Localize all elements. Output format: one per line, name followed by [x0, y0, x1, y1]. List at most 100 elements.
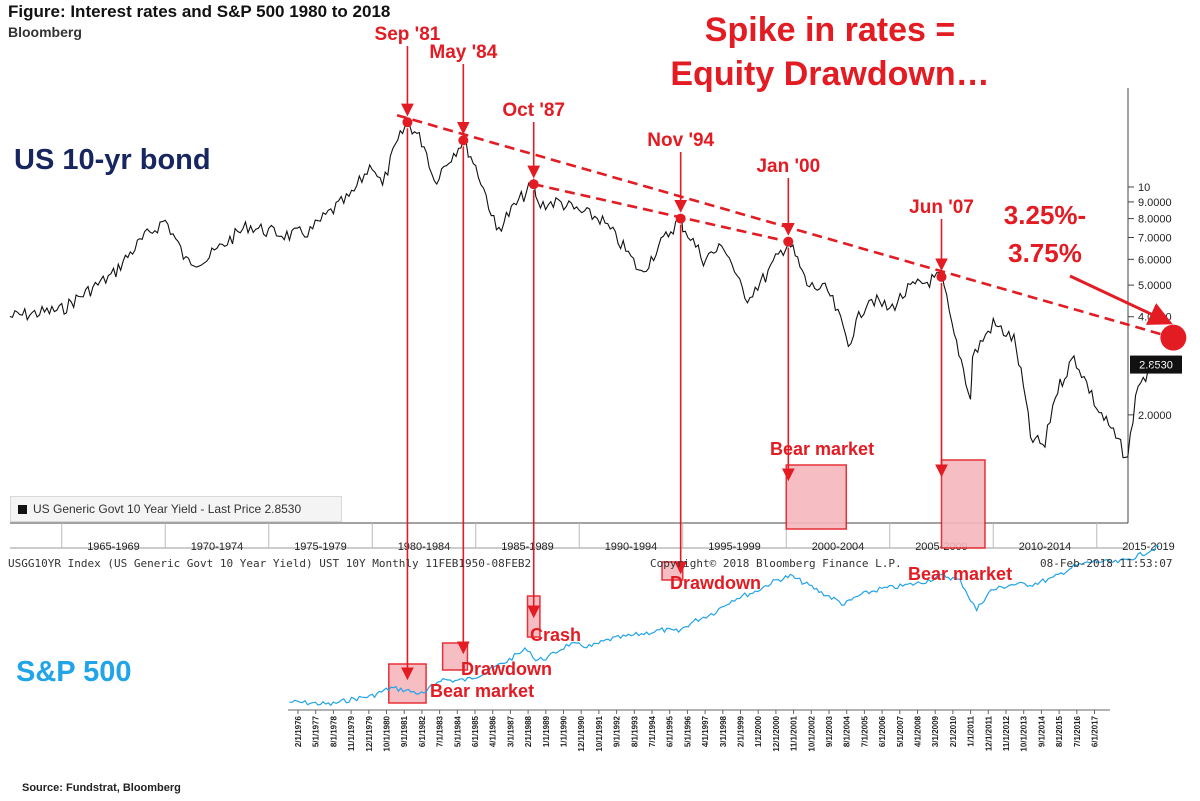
peak-marker [458, 135, 469, 146]
sp-x-tick-label: 7/1/2016 [1073, 715, 1082, 747]
sp-x-tick-label: 5/1/1996 [683, 715, 692, 747]
headline-callout: Spike in rates = Equity Drawdown… [650, 8, 1010, 96]
sp-x-tick-label: 9/1/1992 [613, 715, 622, 747]
period-label: 2010-2014 [1019, 541, 1072, 553]
sp-x-tick-label: 2/1/2010 [949, 715, 958, 747]
figure-subtitle: Bloomberg [8, 24, 82, 40]
period-label: 1995-1999 [708, 541, 761, 553]
bond-y-tick-label: 2.0000 [1138, 410, 1172, 422]
period-label: 1980-1984 [398, 541, 451, 553]
sp-x-tick-label: 1/1/2000 [754, 715, 763, 747]
sp-x-tick-label: 1/1/1989 [542, 715, 551, 747]
event-label: Crash [530, 625, 581, 645]
sp-x-tick-label: 2/1/1988 [524, 715, 533, 747]
peak-marker [936, 271, 947, 282]
sp-x-tick-label: 4/1/1997 [701, 715, 710, 747]
sp-x-tick-label: 10/1/1991 [595, 715, 604, 751]
event-label: Bear market [770, 439, 874, 459]
sp-x-tick-label: 6/1/2006 [878, 715, 887, 747]
peak-label: May '84 [429, 42, 497, 63]
peak-label: Sep '81 [375, 24, 441, 45]
sp-x-tick-label: 5/1/1977 [312, 715, 321, 747]
bond-yield-line [9, 119, 1162, 459]
sp-x-tick-label: 7/1/1983 [436, 715, 445, 747]
trend-line-main [396, 113, 1174, 339]
period-label: 2015-2019 [1122, 541, 1175, 553]
peak-marker [402, 117, 413, 128]
sp-x-tick-label: 8/1/1978 [329, 715, 338, 747]
last-price-label: 2.8530 [1139, 360, 1173, 372]
footer-index-info: USGG10YR Index (US Generic Govt 10 Year … [8, 557, 532, 570]
period-label: 1975-1979 [294, 541, 347, 553]
target-line2: 3.75% [1008, 238, 1082, 268]
sp-x-tick-label: 7/1/1994 [648, 715, 657, 747]
sp-panel-label: S&P 500 [16, 656, 132, 688]
bond-y-tick-label: 9.0000 [1138, 197, 1172, 209]
period-label: 2000-2004 [812, 541, 865, 553]
headline-line1: Spike in rates = [704, 11, 956, 49]
sp-x-tick-label: 3/1/1987 [506, 715, 515, 747]
sp-event-highlight [785, 464, 848, 530]
period-label: 1985-1989 [501, 541, 554, 553]
footer-copyright: Copyright© 2018 Bloomberg Finance L.P. [650, 557, 902, 570]
sp-x-tick-label: 6/1/1982 [418, 715, 427, 747]
sp-x-tick-label: 11/1/2001 [790, 715, 799, 751]
period-label: 1970-1974 [191, 541, 244, 553]
sp-x-tick-label: 5/1/2007 [896, 715, 905, 747]
sp-event-highlight [940, 459, 986, 549]
bond-panel-label: US 10-yr bond [14, 144, 211, 176]
sp-x-tick-label: 10/1/2013 [1020, 715, 1029, 751]
bond-y-tick-label: 6.0000 [1138, 254, 1172, 266]
bond-y-tick-label: 10 [1138, 182, 1150, 194]
sp-x-tick-label: 3/1/2009 [931, 715, 940, 747]
sp-x-tick-label: 12/1/2011 [984, 715, 993, 751]
peak-label: Jun '07 [909, 197, 974, 218]
legend-swatch [18, 505, 27, 514]
sp-x-tick-label: 11/1/1979 [347, 715, 356, 751]
sp-x-tick-label: 4/1/1986 [489, 715, 498, 747]
projection-arrow [1069, 274, 1173, 325]
peak-label: Oct '87 [502, 100, 565, 121]
event-label: Bear market [430, 681, 534, 701]
target-line1: 3.25%- [1003, 200, 1087, 230]
legend-box: US Generic Govt 10 Year Yield - Last Pri… [10, 496, 342, 522]
sp-x-tick-label: 6/1/2017 [1091, 715, 1100, 747]
bond-y-tick-label: 8.0000 [1138, 214, 1172, 226]
sp-x-tick-label: 3/1/1998 [719, 715, 728, 747]
figure-title: Figure: Interest rates and S&P 500 1980 … [8, 2, 391, 21]
headline-line2: Equity Drawdown… [670, 55, 990, 93]
sp-x-tick-label: 4/1/2008 [914, 715, 923, 747]
event-label: Drawdown [461, 659, 552, 679]
source-note: Source: Fundstrat, Bloomberg [22, 782, 181, 794]
trend-line-secondary [533, 182, 789, 243]
sp-x-tick-label: 12/1/2000 [772, 715, 781, 751]
bond-y-tick-label: 5.0000 [1138, 280, 1172, 292]
period-label: 1990-1994 [605, 541, 658, 553]
last-price-box [1130, 355, 1182, 374]
sp-x-tick-label: 11/1/2012 [1002, 715, 1011, 751]
target-range-callout: 3.25%- 3.75% [985, 196, 1105, 272]
event-label: Bear market [908, 564, 1012, 584]
sp-x-tick-label: 9/1/2003 [825, 715, 834, 747]
sp-x-tick-label: 12/1/1979 [365, 715, 374, 751]
sp500-line [289, 544, 1160, 707]
sp-x-tick-label: 1/1/2011 [967, 715, 976, 746]
bond-y-tick-label: 7.0000 [1138, 232, 1172, 244]
sp-x-tick-label: 2/1/1999 [737, 715, 746, 747]
sp-x-tick-label: 6/1/1995 [666, 715, 675, 747]
sp-x-tick-label: 8/1/2015 [1055, 715, 1064, 747]
sp-x-tick-label: 6/1/1985 [471, 715, 480, 747]
sp-x-tick-label: 12/1/1990 [577, 715, 586, 751]
sp-x-tick-label: 7/1/2005 [860, 715, 869, 747]
sp-x-tick-label: 9/1/1981 [400, 715, 409, 747]
sp-x-tick-label: 10/1/2002 [807, 715, 816, 751]
sp-x-tick-label: 10/1/1980 [383, 715, 392, 751]
peak-label: Jan '00 [756, 156, 820, 177]
sp-x-tick-label: 8/1/2004 [843, 715, 852, 747]
sp-x-tick-label: 9/1/2014 [1037, 715, 1046, 747]
projection-marker [1160, 324, 1187, 351]
sp-x-tick-label: 2/1/1976 [294, 715, 303, 747]
sp-x-tick-label: 8/1/1993 [630, 715, 639, 747]
footer-timestamp: 08-Feb-2018 11:53:07 [1040, 557, 1173, 570]
